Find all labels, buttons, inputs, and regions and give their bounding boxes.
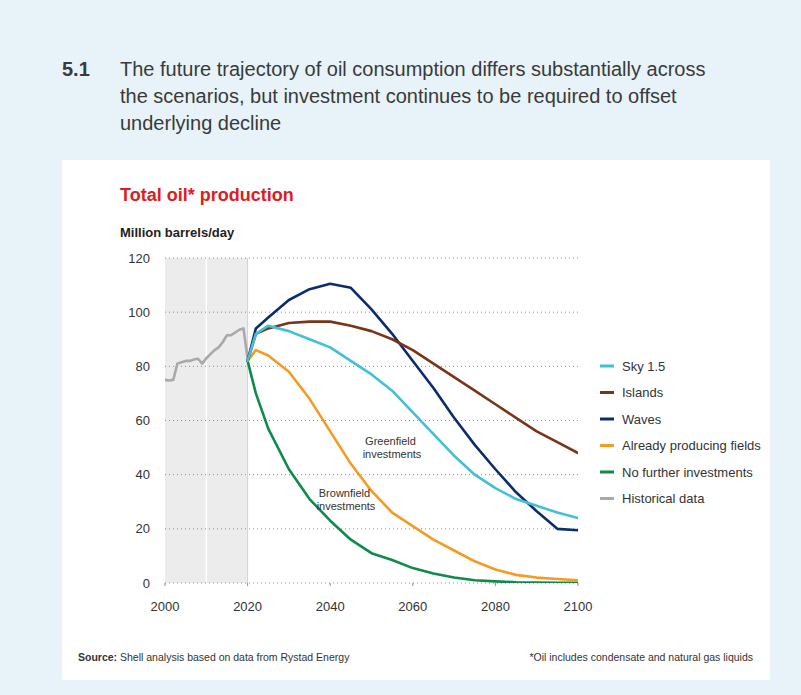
legend-swatch [600,418,614,421]
chart-title: Total oil* production [120,185,294,205]
legend-label: Waves [622,412,662,427]
page: {"chart_data": { "type": "line", "figure… [0,0,801,695]
legend-swatch [600,365,614,368]
y-tick-label: 120 [128,251,150,266]
annotation-line: Brownfield [319,487,373,499]
x-tick [165,583,166,586]
grid-line [165,420,578,421]
y-tick-label: 20 [136,521,150,536]
annotation-line: investments [317,500,376,512]
source-rest: Shell analysis based on data from Rystad… [117,651,350,663]
annotation: Brownfield investments [317,487,376,512]
grid-line [165,474,578,475]
heading: The future trajectory of oil consumption… [120,56,730,137]
legend-label: Islands [622,385,664,400]
legend-swatch [600,497,614,500]
x-tick [495,583,496,586]
y-tick-label: 40 [136,467,150,482]
legend-label: Already producing fields [622,438,761,453]
chart: Total oil* production Million barrels/day… [0,0,801,695]
x-tick-label: 2000 [151,599,180,614]
annotation-line: Greenfield [365,435,419,447]
x-tick-label: 2020 [233,599,262,614]
legend-label: Sky 1.5 [622,359,665,374]
legend-swatch [600,444,614,447]
source: Source: Shell analysis based on data fro… [78,651,350,663]
x-tick-label: 2060 [398,599,427,614]
y-tick-label: 100 [128,305,150,320]
x-tick-label: 2040 [316,599,345,614]
grid-line [165,258,578,259]
annotation: Greenfield investments [363,435,422,460]
series-line [165,328,248,380]
y-tick-label: 0 [143,576,150,591]
x-tick [247,583,248,586]
legend-label: No further investments [622,465,753,480]
y-axis-label: Million barrels/day [120,225,235,240]
series-line [248,361,578,583]
series-line [248,350,578,580]
source-lead: Source: [78,651,117,663]
series-line [248,284,578,530]
x-tick [412,583,413,586]
note: *Oil includes condensate and natural gas… [529,651,753,663]
series-line [248,322,578,453]
grid-line [165,528,578,529]
series-line [248,326,578,518]
x-tick-label: 2100 [564,599,593,614]
legend-swatch [600,391,614,394]
legend-swatch [600,471,614,474]
figure-number: 5.1 [62,56,90,83]
grid-line [165,312,578,313]
x-tick [578,583,579,586]
grid-line [165,366,578,367]
annotation-line: investments [363,448,422,460]
shade-edge [247,258,248,583]
y-tick-label: 60 [136,413,150,428]
y-tick-label: 80 [136,359,150,374]
x-tick-label: 2080 [481,599,510,614]
x-tick [330,583,331,586]
series-group [165,284,578,583]
legend-label: Historical data [622,491,705,506]
